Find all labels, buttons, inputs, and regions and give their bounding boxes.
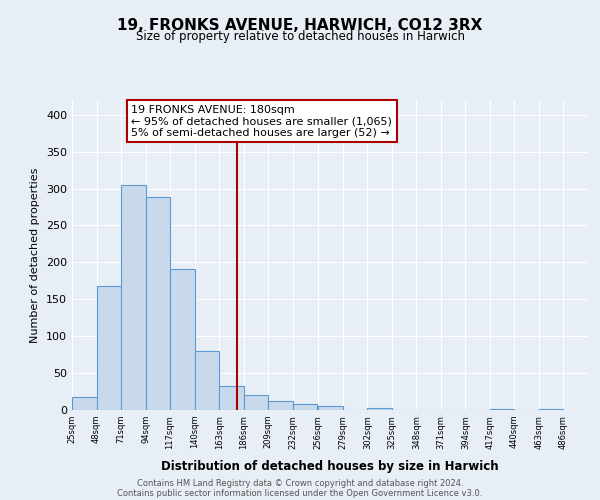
Bar: [121, 185, 146, 410]
Bar: [490, 408, 514, 410]
Bar: [367, 408, 392, 410]
Bar: [97, 286, 121, 410]
Bar: [293, 404, 317, 410]
X-axis label: Distribution of detached houses by size in Harwich: Distribution of detached houses by size …: [161, 460, 499, 473]
Bar: [194, 351, 219, 410]
Bar: [146, 198, 170, 410]
Bar: [318, 406, 343, 410]
Text: Contains HM Land Registry data © Crown copyright and database right 2024.: Contains HM Land Registry data © Crown c…: [137, 479, 463, 488]
Text: Size of property relative to detached houses in Harwich: Size of property relative to detached ho…: [136, 30, 464, 43]
Text: Contains public sector information licensed under the Open Government Licence v3: Contains public sector information licen…: [118, 489, 482, 498]
Y-axis label: Number of detached properties: Number of detached properties: [31, 168, 40, 342]
Bar: [268, 401, 293, 410]
Bar: [170, 269, 194, 410]
Text: 19, FRONKS AVENUE, HARWICH, CO12 3RX: 19, FRONKS AVENUE, HARWICH, CO12 3RX: [118, 18, 482, 32]
Bar: [219, 386, 244, 410]
Text: 19 FRONKS AVENUE: 180sqm
← 95% of detached houses are smaller (1,065)
5% of semi: 19 FRONKS AVENUE: 180sqm ← 95% of detach…: [131, 104, 392, 138]
Bar: [539, 408, 563, 410]
Bar: [72, 398, 97, 410]
Bar: [244, 395, 268, 410]
